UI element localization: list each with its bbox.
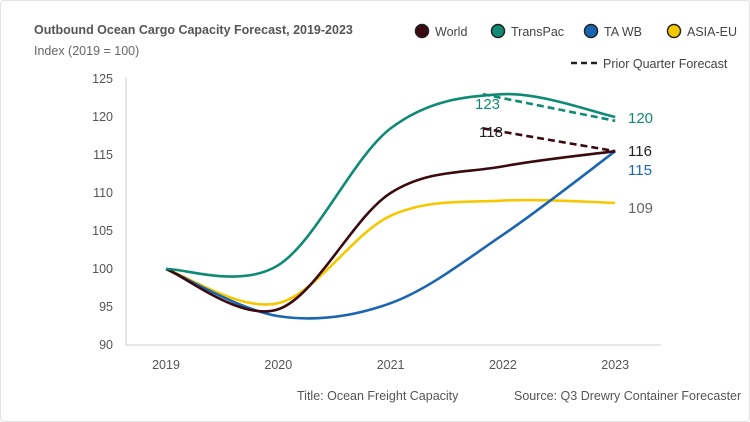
chart-title: Outbound Ocean Cargo Capacity Forecast, …	[34, 23, 353, 37]
data-label: 116	[628, 143, 652, 160]
x-tick-label: 2020	[264, 358, 292, 372]
prior-forecast-line-world	[482, 127, 616, 153]
footer-caption: Title: Ocean Freight Capacity	[297, 389, 459, 403]
x-tick-label: 2022	[489, 358, 517, 372]
chart-subtitle: Index (2019 = 100)	[34, 44, 140, 58]
y-tick-label: 100	[92, 262, 113, 276]
series-line-transpac	[165, 92, 616, 278]
x-tick-label: 2019	[152, 358, 180, 372]
legend-label: TransPac	[511, 25, 564, 39]
prior-forecast-line-transpac	[482, 92, 616, 123]
data-label: 123	[475, 96, 500, 113]
legend-marker	[490, 23, 506, 39]
footer-source: Source: Q3 Drewry Container Forecaster	[514, 389, 742, 403]
y-tick-label: 90	[99, 338, 113, 352]
legend-marker	[583, 23, 599, 39]
y-tick-label: 95	[99, 300, 113, 314]
data-label: 120	[628, 110, 653, 127]
data-label: 109	[628, 200, 653, 217]
legend-label: World	[435, 25, 467, 39]
y-tick-label: 125	[92, 72, 113, 86]
y-tick-label: 115	[93, 148, 113, 162]
x-tick-label: 2021	[377, 358, 405, 372]
legend-label: ASIA-EU	[687, 25, 737, 39]
x-tick-label: 2023	[601, 358, 629, 372]
series-line-world	[165, 149, 616, 313]
legend-label: TA WB	[604, 25, 642, 39]
legend-marker	[414, 23, 430, 39]
y-tick-label: 105	[92, 224, 113, 238]
y-tick-label: 120	[92, 110, 113, 124]
series-line-asia-eu	[165, 198, 616, 306]
data-label: 118	[479, 124, 503, 141]
series-line-ta-wb	[165, 150, 616, 320]
data-label: 115	[628, 162, 652, 179]
y-tick-label: 110	[93, 186, 113, 200]
legend-label: Prior Quarter Forecast	[603, 57, 728, 71]
legend-marker	[666, 23, 682, 39]
